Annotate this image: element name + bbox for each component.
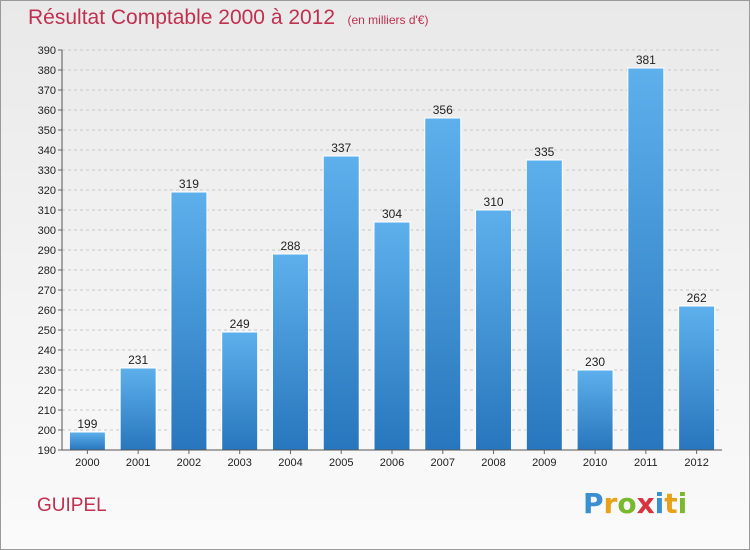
data-label-2004: 288 bbox=[280, 239, 300, 253]
y-tick-label: 350 bbox=[38, 125, 56, 137]
logo-letter: o bbox=[617, 487, 637, 520]
data-label-2000: 199 bbox=[77, 417, 97, 431]
data-label-2007: 356 bbox=[433, 103, 453, 117]
y-tick-label: 370 bbox=[38, 85, 56, 97]
logo-letter: x bbox=[636, 487, 655, 520]
bar-2012 bbox=[678, 305, 716, 451]
x-tick-label-2005: 2005 bbox=[329, 457, 353, 469]
logo-letter: i bbox=[677, 487, 688, 520]
logo-letter: r bbox=[603, 487, 618, 520]
bar-2008 bbox=[475, 209, 513, 451]
logo-letter: t bbox=[664, 487, 678, 520]
commune-name: GUIPEL bbox=[37, 495, 107, 516]
bar-2005 bbox=[322, 155, 360, 451]
data-label-2010: 230 bbox=[585, 355, 605, 369]
y-tick-label: 280 bbox=[38, 265, 56, 277]
y-tick-label: 360 bbox=[38, 105, 56, 117]
x-tick-label-2009: 2009 bbox=[532, 457, 556, 469]
bar-2006 bbox=[373, 221, 411, 451]
data-label-2008: 310 bbox=[484, 195, 504, 209]
x-tick-label-2004: 2004 bbox=[278, 457, 302, 469]
x-tick-label-2001: 2001 bbox=[126, 457, 150, 469]
chart-title: Résultat Comptable 2000 à 2012 bbox=[28, 6, 336, 29]
y-tick-label: 390 bbox=[38, 45, 56, 57]
labels: 199 231 319 249 288 337 304 356 310 335 230 381 262 bbox=[77, 53, 707, 431]
y-tick-label: 380 bbox=[38, 65, 56, 77]
y-tick-label: 190 bbox=[38, 445, 56, 457]
y-tick-label: 290 bbox=[38, 245, 56, 257]
y-tick-label: 200 bbox=[38, 425, 56, 437]
bar-2007 bbox=[424, 117, 462, 451]
bar-2003 bbox=[221, 331, 259, 451]
x-tick-label-2008: 2008 bbox=[481, 457, 505, 469]
title-row: Résultat Comptable 2000 à 2012 (en milli… bbox=[28, 6, 428, 30]
data-label-2005: 337 bbox=[331, 141, 351, 155]
y-tick-label: 310 bbox=[38, 205, 56, 217]
logo-letter: i bbox=[654, 487, 665, 520]
data-label-2006: 304 bbox=[382, 207, 402, 221]
bar-2009 bbox=[525, 159, 563, 451]
y-tick-label: 250 bbox=[38, 325, 56, 337]
bar-2010 bbox=[576, 369, 614, 451]
x-tick-label-2000: 2000 bbox=[75, 457, 99, 469]
x-tick-label-2010: 2010 bbox=[583, 457, 607, 469]
data-label-2011: 381 bbox=[636, 53, 656, 67]
y-tick-label: 270 bbox=[38, 285, 56, 297]
proxiti-logo: Proxiti bbox=[583, 487, 687, 520]
y-tick-label: 230 bbox=[38, 365, 56, 377]
data-label-2001: 231 bbox=[128, 353, 148, 367]
x-tick-label-2006: 2006 bbox=[380, 457, 404, 469]
bar-2002 bbox=[170, 191, 208, 451]
bar-2000 bbox=[68, 431, 106, 451]
data-label-2012: 262 bbox=[687, 291, 707, 305]
y-tick-label: 340 bbox=[38, 145, 56, 157]
chart-subtitle: (en milliers d'€) bbox=[347, 13, 429, 27]
x-tick-label-2012: 2012 bbox=[684, 457, 708, 469]
x-tick-label-2011: 2011 bbox=[634, 457, 658, 469]
bar-2001 bbox=[119, 367, 157, 451]
y-tick-label: 320 bbox=[38, 185, 56, 197]
axes: 190 200 210 220 230 240 250 260 270 280 290 300 310 3… bbox=[38, 45, 722, 469]
data-label-2003: 249 bbox=[230, 317, 250, 331]
x-tick-label-2003: 2003 bbox=[227, 457, 251, 469]
x-tick-label-2002: 2002 bbox=[177, 457, 201, 469]
y-tick-label: 300 bbox=[38, 225, 56, 237]
y-tick-label: 220 bbox=[38, 385, 56, 397]
bar-2004 bbox=[271, 253, 309, 451]
logo-letter: P bbox=[583, 487, 604, 520]
y-tick-label: 260 bbox=[38, 305, 56, 317]
bars bbox=[68, 67, 716, 451]
x-tick-label-2007: 2007 bbox=[431, 457, 455, 469]
data-label-2002: 319 bbox=[179, 177, 199, 191]
y-tick-label: 240 bbox=[38, 345, 56, 357]
y-tick-label: 210 bbox=[38, 405, 56, 417]
y-tick-label: 330 bbox=[38, 165, 56, 177]
data-label-2009: 335 bbox=[534, 145, 554, 159]
bar-2011 bbox=[627, 67, 665, 451]
